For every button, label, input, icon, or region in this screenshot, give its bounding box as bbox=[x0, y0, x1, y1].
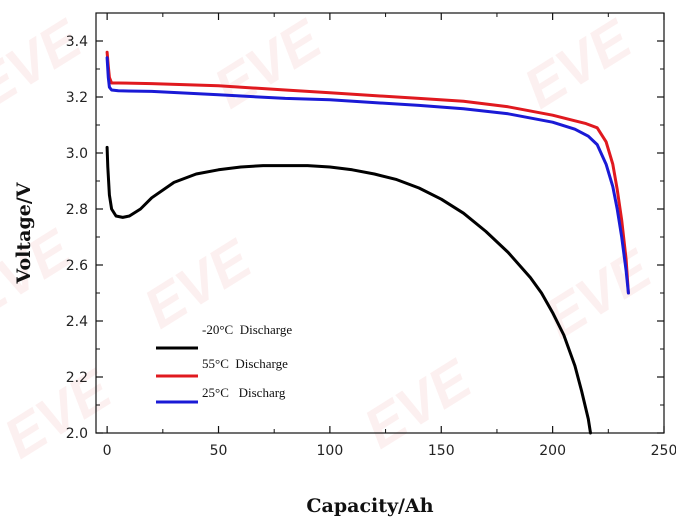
series-line bbox=[105, 145, 592, 435]
y-tick-label: 2.4 bbox=[66, 314, 88, 330]
y-tick-label: 3.2 bbox=[66, 90, 88, 106]
plot-frame bbox=[95, 12, 665, 434]
watermark-text: EVE bbox=[513, 6, 643, 120]
x-tick-label: 200 bbox=[539, 443, 566, 459]
watermark-text: EVE bbox=[533, 236, 663, 350]
series-line bbox=[105, 56, 630, 295]
x-tick-label: 150 bbox=[428, 443, 455, 459]
y-tick-label: 2.0 bbox=[66, 426, 88, 442]
y-axis-title: Voltage/V bbox=[13, 181, 35, 284]
x-tick-label: 50 bbox=[210, 443, 228, 459]
x-axis-title: Capacity/Ah bbox=[306, 495, 433, 517]
y-tick-label: 2.8 bbox=[66, 202, 88, 218]
watermark-text: EVE bbox=[203, 6, 333, 120]
y-tick-label: 3.4 bbox=[66, 34, 88, 50]
y-tick-label: 2.2 bbox=[66, 370, 88, 386]
x-tick-label: 0 bbox=[103, 443, 112, 459]
legend-label: 25°C Discharg bbox=[202, 385, 286, 400]
watermark-text: EVE bbox=[353, 346, 483, 460]
series-line bbox=[105, 50, 630, 295]
y-tick-label: 3.0 bbox=[66, 146, 88, 162]
x-tick-label: 250 bbox=[651, 443, 676, 459]
x-tick-label: 100 bbox=[317, 443, 344, 459]
legend-label: -20°C Discharge bbox=[202, 322, 292, 337]
y-tick-label: 2.6 bbox=[66, 258, 88, 274]
legend-label: 55°C Discharge bbox=[202, 356, 288, 371]
